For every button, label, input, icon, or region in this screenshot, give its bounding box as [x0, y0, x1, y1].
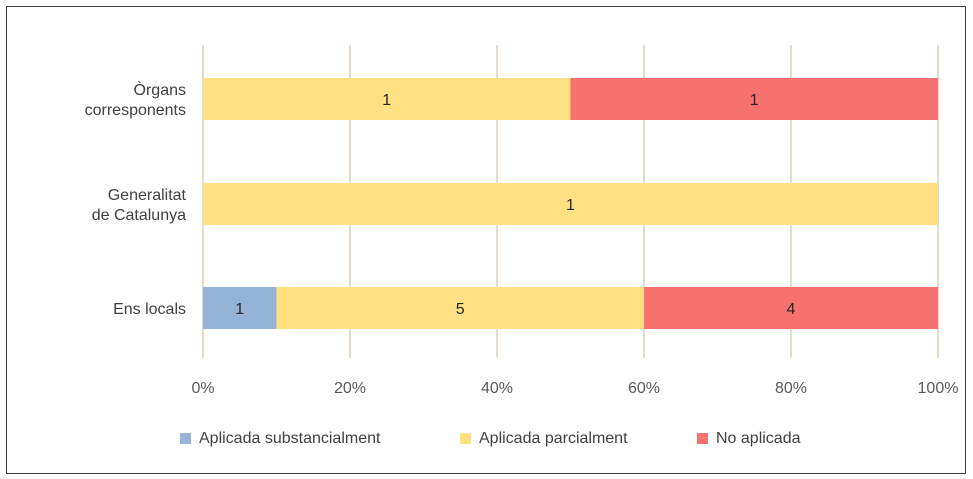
x-tick-label: 20%: [334, 380, 366, 397]
bars: 1 1 1 1 5 4: [203, 78, 938, 329]
x-tick-label: 60%: [628, 380, 660, 397]
bar-value-label: 1: [382, 92, 391, 109]
x-tick-label: 40%: [481, 380, 513, 397]
legend-swatch: [460, 433, 471, 444]
bar-segment: [644, 287, 938, 329]
legend-entry-label: Aplicada substancialment: [199, 430, 381, 447]
x-axis-ticks: 0% 20% 40% 60% 80% 100%: [191, 380, 958, 397]
x-tick-label: 100%: [918, 380, 959, 397]
legend: Aplicada substancialment Aplicada parcial…: [180, 430, 801, 447]
bar-value-label: 1: [566, 197, 575, 214]
bar-segment: [203, 287, 277, 329]
category-labels: Òrgans corresponents Generalitat de Catalun…: [85, 80, 187, 318]
bar-value-label: 4: [787, 301, 796, 318]
bar-value-label: 1: [235, 301, 244, 318]
bar-segment: [570, 78, 938, 120]
legend-entry-label: Aplicada parcialment: [479, 430, 628, 447]
category-label: Generalitat de Catalunya: [92, 187, 187, 224]
bar-value-label: 5: [456, 301, 465, 318]
category-label: Ens locals: [113, 301, 186, 318]
legend-swatch: [180, 433, 191, 444]
x-tick-label: 0%: [191, 380, 214, 397]
bar-segment: [276, 287, 644, 329]
category-label: Òrgans corresponents: [85, 80, 186, 119]
legend-swatch: [697, 433, 708, 444]
legend-entry-label: No aplicada: [716, 430, 801, 447]
bar-segment: [203, 78, 571, 120]
bar-value-label: 1: [750, 92, 759, 109]
x-tick-label: 80%: [775, 380, 807, 397]
bar-segment: [203, 183, 938, 225]
